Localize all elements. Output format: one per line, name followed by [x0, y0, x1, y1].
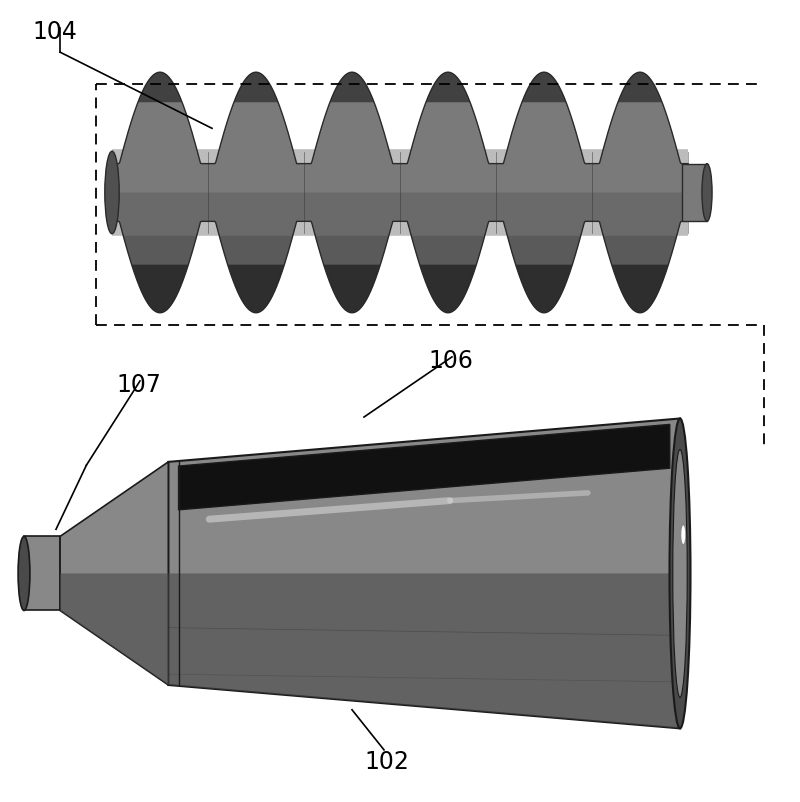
Ellipse shape [18, 537, 30, 610]
Ellipse shape [673, 449, 687, 698]
Polygon shape [60, 573, 168, 685]
Text: 106: 106 [428, 349, 473, 373]
Polygon shape [168, 573, 680, 728]
Polygon shape [112, 149, 688, 236]
Text: 104: 104 [32, 20, 77, 44]
Ellipse shape [670, 419, 690, 728]
Ellipse shape [682, 525, 686, 544]
Polygon shape [112, 221, 688, 313]
Polygon shape [168, 419, 680, 728]
Ellipse shape [702, 164, 712, 221]
Ellipse shape [105, 152, 119, 233]
Polygon shape [60, 462, 168, 685]
Polygon shape [112, 72, 688, 164]
Polygon shape [24, 537, 60, 610]
Polygon shape [112, 72, 688, 313]
Text: 107: 107 [116, 373, 161, 397]
Polygon shape [178, 424, 670, 510]
Text: 102: 102 [364, 750, 409, 774]
Bar [682, 164, 707, 221]
Polygon shape [112, 192, 688, 313]
